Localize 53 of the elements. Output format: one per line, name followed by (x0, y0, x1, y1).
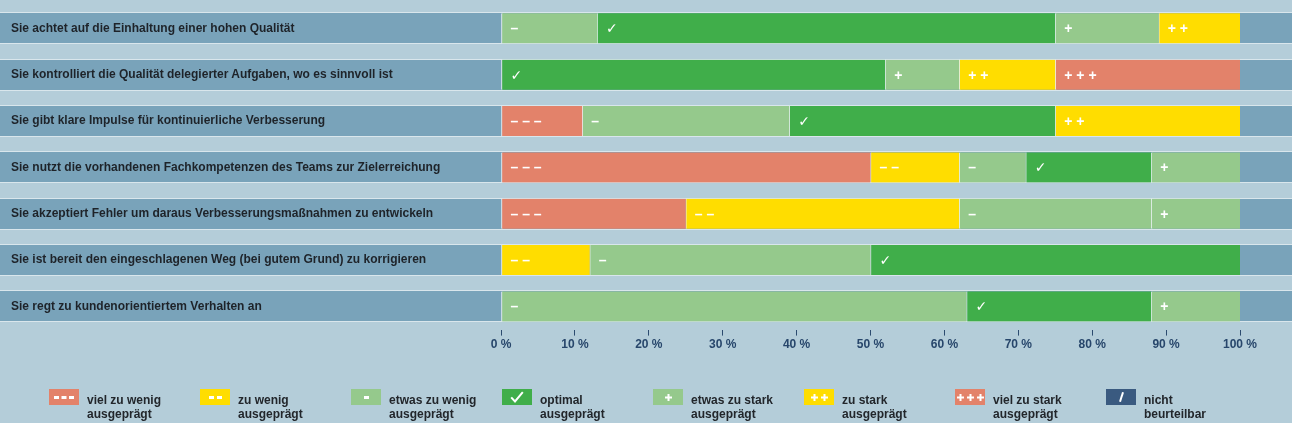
data-label: – – – (510, 159, 542, 176)
x-tick-label: 20 % (635, 337, 663, 352)
data-label: + (1160, 205, 1169, 222)
data-label: – (510, 20, 519, 37)
data-label: ✓ (975, 298, 988, 315)
legend-label: etwas zu wenig ausgeprägt (389, 393, 478, 421)
data-label: + + + (1064, 66, 1097, 83)
data-label: + (1064, 20, 1073, 37)
data-label: – – – (510, 205, 542, 222)
data-label: – (591, 112, 600, 129)
y-tick-label: Sie nutzt die vorhandenen Fachkompetenzen des Teams zur Zielerreichung (11, 159, 441, 174)
data-label: ✓ (1034, 159, 1047, 176)
y-tick-label: Sie akzeptiert Fehler um daraus Verbesserungsmaßnahmen zu entwickeln (11, 206, 434, 221)
data-label: – (968, 159, 977, 176)
y-tick-label: Sie achtet auf die Einhaltung einer hohen Qualität (11, 20, 295, 35)
legend-label: etwas zu stark ausgeprägt (691, 393, 775, 421)
x-tick-label: 0 % (490, 337, 512, 352)
legend-label: optimal ausgeprägt (540, 393, 606, 421)
x-tick-label: 60 % (930, 337, 959, 352)
data-label: – (510, 298, 519, 315)
y-tick-label: Sie gibt klare Impulse für kontinuierliche Verbesserung (11, 113, 326, 128)
legend-label: zu wenig ausgeprägt (238, 393, 304, 421)
y-tick-label: Sie kontrolliert die Qualität delegierter Aufgaben, wo es sinnvoll ist (11, 67, 393, 82)
x-tick-label: 50 % (856, 337, 885, 352)
x-tick-label: 10 % (561, 337, 589, 352)
data-label: – – (879, 159, 900, 176)
legend-label: viel zu stark ausgeprägt (993, 393, 1063, 421)
data-label: + (1160, 159, 1169, 176)
x-tick-label: 100 % (1222, 337, 1258, 352)
data-label: + + (1064, 112, 1085, 129)
data-label: – – (510, 251, 531, 268)
data-label: – – – (510, 112, 542, 129)
x-tick-label: 70 % (1004, 337, 1033, 352)
data-label: ✓ (510, 66, 523, 83)
legend-label: nicht beurteilbar (1144, 393, 1207, 421)
x-tick-label: 90 % (1152, 337, 1181, 352)
x-tick-label: 30 % (709, 337, 737, 352)
data-label: ✓ (798, 112, 810, 129)
legend-label: zu stark ausgeprägt (842, 393, 908, 421)
y-tick-label: Sie regt zu kundenorientiertem Verhalten an (11, 298, 262, 313)
data-label: + + (1167, 20, 1188, 37)
data-label: + + (968, 66, 989, 83)
data-label: – – (694, 205, 715, 222)
x-tick-label: 80 % (1078, 337, 1107, 352)
data-label: + (894, 66, 903, 83)
data-label: – (598, 251, 607, 268)
legend-label: viel zu wenig ausgeprägt (87, 393, 162, 421)
y-tick-label: Sie ist bereit den eingeschlagenen Weg (bei gutem Grund) zu korrigieren (11, 252, 427, 267)
data-label: – (968, 205, 977, 222)
x-tick-label: 40 % (782, 337, 811, 352)
data-label: + (1160, 298, 1169, 315)
data-label: ✓ (606, 20, 618, 37)
data-label: ✓ (879, 251, 892, 268)
